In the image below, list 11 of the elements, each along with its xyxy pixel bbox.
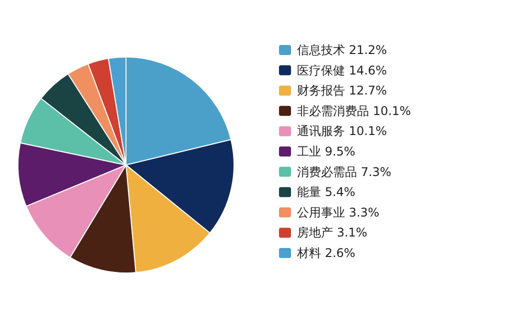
legend-label: 能量 5.4%	[297, 185, 356, 200]
legend-label: 非必需消费品 10.1%	[297, 104, 411, 118]
legend-label: 消费必需品 7.3%	[297, 164, 392, 179]
legend-label: 通讯服务 10.1%	[297, 124, 387, 138]
legend-label: 工业 9.5%	[297, 144, 356, 158]
legend-label: 房地产 3.1%	[297, 226, 368, 240]
legend-label: 材料 2.6%	[296, 246, 356, 260]
legend-label: 信息技术 21.2%	[297, 43, 387, 57]
legend-label: 财务报告 12.7%	[297, 84, 387, 98]
legend-label: 医疗保健 14.6%	[297, 63, 387, 78]
legend-label: 公用事业 3.3%	[297, 205, 380, 220]
